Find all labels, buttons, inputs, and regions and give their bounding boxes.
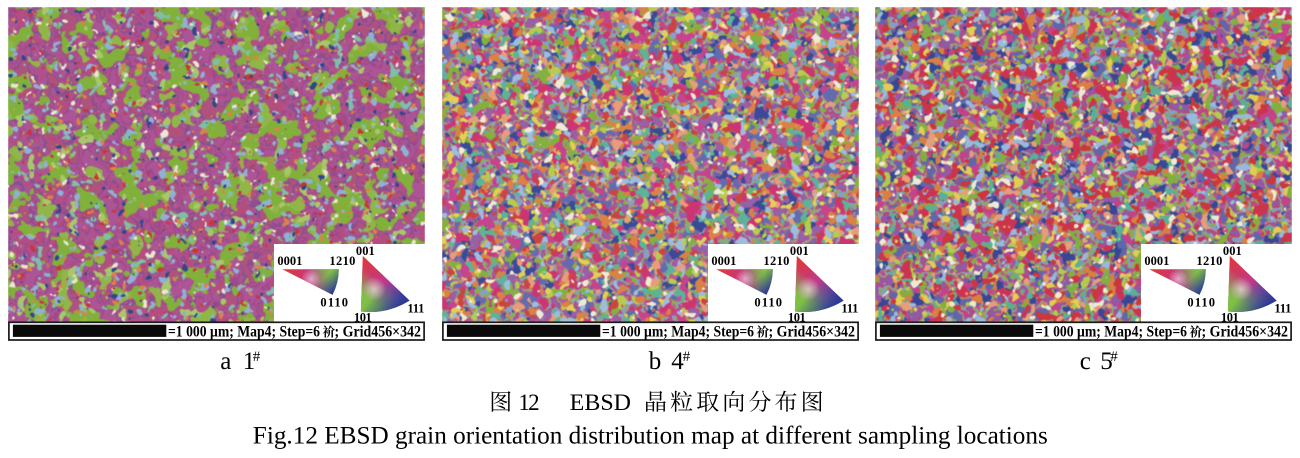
svg-text:001: 001 [1223,244,1242,258]
svg-text:111: 111 [841,302,858,316]
svg-text:0110: 0110 [320,296,348,310]
svg-text:=1 000 μm; Map4; Step=6: =1 000 μm; Map4; Step=6 [1035,324,1187,341]
svg-text:; Grid456×342: ; Grid456×342 [335,324,422,341]
svg-text:0110: 0110 [1187,296,1215,310]
svg-text:101: 101 [788,311,806,325]
svg-text:a: a [220,348,231,375]
svg-text:#: # [1110,349,1118,365]
svg-text:101: 101 [1221,311,1239,325]
svg-text:=1 000 μm; Map4; Step=6: =1 000 μm; Map4; Step=6 [168,324,320,341]
svg-text:5: 5 [1100,348,1113,375]
svg-text:#: # [683,349,691,365]
svg-text:; Grid456×342: ; Grid456×342 [1202,324,1289,341]
svg-text:#: # [253,349,261,365]
svg-text:4: 4 [671,348,684,375]
svg-text:12: 12 [518,390,539,415]
svg-text:c: c [1080,348,1091,375]
svg-text:111: 111 [1274,302,1291,316]
svg-text:=1 000 μm; Map4; Step=6: =1 000 μm; Map4; Step=6 [602,324,754,341]
svg-text:111: 111 [407,302,424,316]
svg-text:1210: 1210 [329,254,355,268]
svg-text:0001: 0001 [277,254,302,268]
svg-text:1210: 1210 [1196,254,1222,268]
svg-text:0001: 0001 [711,254,736,268]
svg-text:001: 001 [356,244,375,258]
svg-text:b: b [649,348,662,375]
svg-text:Fig.12 EBSD grain orientation: Fig.12 EBSD grain orientation distributi… [253,423,1048,450]
svg-text:001: 001 [790,244,809,258]
svg-text:1210: 1210 [763,254,789,268]
svg-text:101: 101 [354,311,372,325]
svg-text:0110: 0110 [754,296,782,310]
svg-text:EBSD: EBSD [570,390,631,415]
svg-text:; Grid456×342: ; Grid456×342 [769,324,856,341]
svg-text:0001: 0001 [1144,254,1169,268]
svg-text:1: 1 [243,348,256,375]
